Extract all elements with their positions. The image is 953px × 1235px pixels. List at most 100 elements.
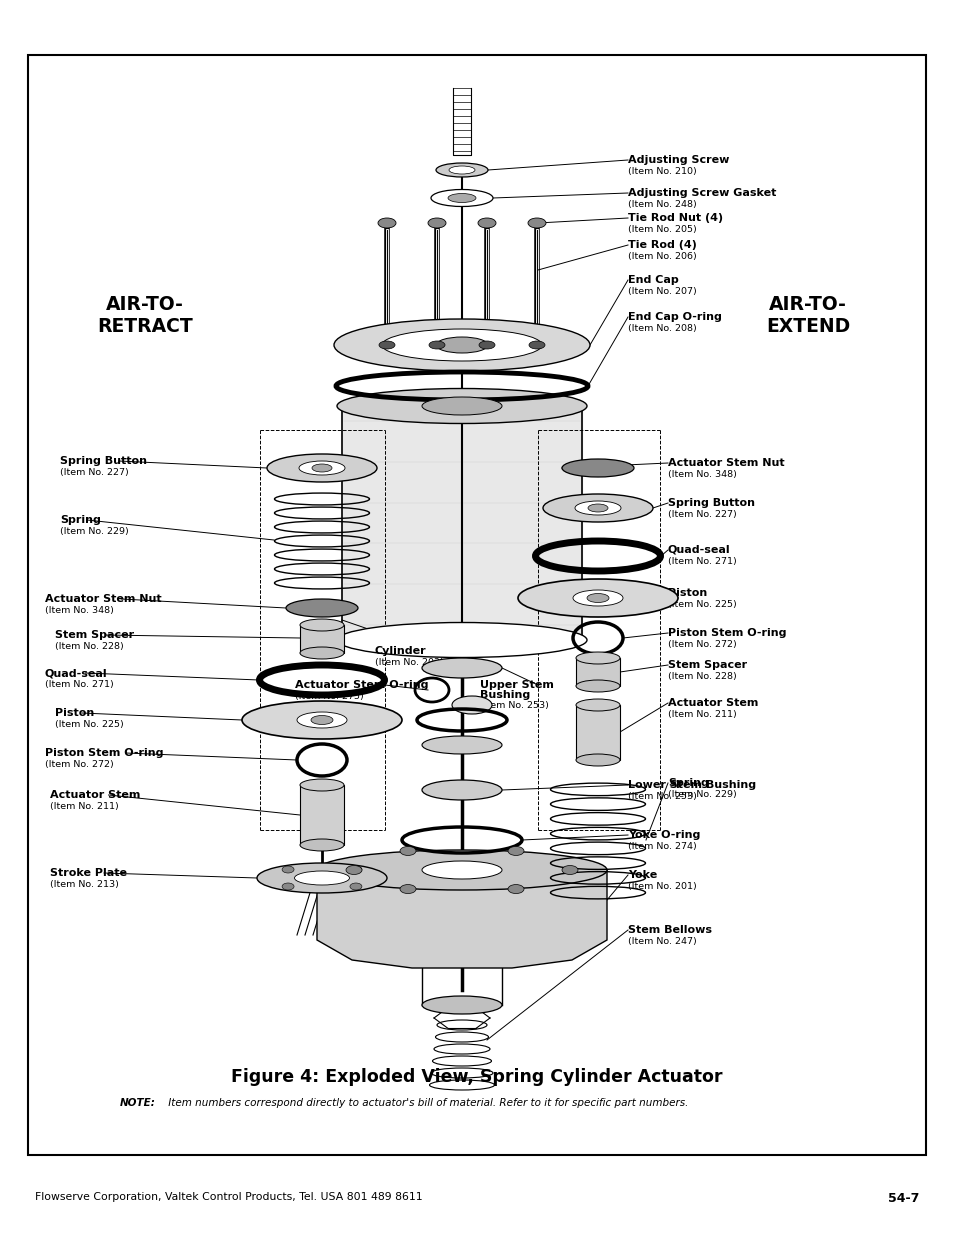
- Ellipse shape: [477, 219, 496, 228]
- Text: (Item No. 227): (Item No. 227): [667, 510, 736, 519]
- Text: Cylinder: Cylinder: [375, 646, 426, 656]
- Text: (Item No. 247): (Item No. 247): [627, 937, 696, 946]
- Ellipse shape: [576, 680, 619, 692]
- Ellipse shape: [299, 619, 344, 631]
- Ellipse shape: [436, 163, 488, 177]
- Text: (Item No. 272): (Item No. 272): [667, 640, 736, 650]
- Text: (Item No. 225): (Item No. 225): [667, 600, 736, 609]
- Ellipse shape: [282, 866, 294, 873]
- Ellipse shape: [399, 884, 416, 894]
- Text: Piston Stem O-ring: Piston Stem O-ring: [667, 629, 785, 638]
- Text: Actuator Stem Nut: Actuator Stem Nut: [45, 594, 161, 604]
- Text: Yoke: Yoke: [627, 869, 657, 881]
- Ellipse shape: [267, 454, 376, 482]
- Text: Piston: Piston: [55, 708, 94, 718]
- Ellipse shape: [299, 647, 344, 659]
- Text: (Item No. 272): (Item No. 272): [45, 760, 113, 769]
- Text: (Item No. 211): (Item No. 211): [667, 710, 736, 719]
- Ellipse shape: [421, 658, 501, 678]
- Text: (Item No. 229): (Item No. 229): [667, 790, 736, 799]
- Ellipse shape: [294, 871, 349, 885]
- Ellipse shape: [449, 165, 475, 174]
- Ellipse shape: [378, 341, 395, 350]
- Ellipse shape: [428, 219, 446, 228]
- Bar: [576, 705, 619, 760]
- Ellipse shape: [286, 599, 357, 618]
- Ellipse shape: [421, 396, 501, 415]
- Ellipse shape: [573, 590, 622, 606]
- Ellipse shape: [296, 713, 347, 727]
- Ellipse shape: [377, 219, 395, 228]
- Ellipse shape: [336, 389, 586, 424]
- Text: (Item No. 211): (Item No. 211): [50, 802, 118, 811]
- Text: Figure 4: Exploded View, Spring Cylinder Actuator: Figure 4: Exploded View, Spring Cylinder…: [231, 1068, 722, 1086]
- Ellipse shape: [586, 594, 608, 603]
- Text: Actuator Stem: Actuator Stem: [667, 698, 758, 708]
- Text: (Item No. 271): (Item No. 271): [667, 557, 736, 566]
- Ellipse shape: [587, 504, 607, 513]
- Ellipse shape: [575, 501, 620, 515]
- Text: Flowserve Corporation, Valtek Control Products, Tel. USA 801 489 8611: Flowserve Corporation, Valtek Control Pr…: [35, 1192, 422, 1202]
- Ellipse shape: [256, 863, 387, 893]
- Text: End Cap O-ring: End Cap O-ring: [627, 312, 721, 322]
- Text: Piston: Piston: [667, 588, 706, 598]
- Ellipse shape: [421, 995, 501, 1014]
- Text: (Item No. 202): (Item No. 202): [375, 658, 443, 667]
- Ellipse shape: [561, 866, 578, 874]
- Bar: [299, 625, 344, 653]
- Text: Spring: Spring: [60, 515, 101, 525]
- Text: Actuator Stem O-ring: Actuator Stem O-ring: [294, 680, 428, 690]
- Bar: [299, 785, 344, 845]
- Ellipse shape: [381, 329, 541, 361]
- Text: 54-7: 54-7: [886, 1192, 918, 1205]
- Text: Bushing: Bushing: [479, 690, 530, 700]
- Text: Lower Stem Bushing: Lower Stem Bushing: [627, 781, 756, 790]
- Ellipse shape: [298, 461, 345, 475]
- Text: (Item No. 207): (Item No. 207): [627, 287, 696, 296]
- Text: (Item No. 348): (Item No. 348): [667, 471, 736, 479]
- Text: Spring Button: Spring Button: [60, 456, 147, 466]
- Text: (Item No. 213): (Item No. 213): [50, 881, 119, 889]
- Ellipse shape: [517, 579, 678, 618]
- Ellipse shape: [561, 459, 634, 477]
- Ellipse shape: [311, 715, 333, 725]
- Ellipse shape: [576, 699, 619, 711]
- Ellipse shape: [576, 652, 619, 664]
- Ellipse shape: [316, 850, 606, 890]
- Ellipse shape: [478, 341, 495, 350]
- Ellipse shape: [431, 189, 493, 206]
- Ellipse shape: [350, 866, 361, 873]
- Text: (Item No. 205): (Item No. 205): [627, 225, 696, 233]
- Text: Yoke O-ring: Yoke O-ring: [627, 830, 700, 840]
- Ellipse shape: [299, 839, 344, 851]
- Ellipse shape: [507, 884, 523, 894]
- Text: (Item No. 348): (Item No. 348): [45, 606, 113, 615]
- Ellipse shape: [336, 622, 586, 657]
- Ellipse shape: [448, 194, 476, 203]
- Text: Stem Spacer: Stem Spacer: [667, 659, 746, 671]
- Text: EXTEND: EXTEND: [765, 317, 849, 336]
- Text: Tie Rod Nut (4): Tie Rod Nut (4): [627, 212, 722, 224]
- Ellipse shape: [346, 866, 361, 874]
- Text: Stem Bellows: Stem Bellows: [627, 925, 711, 935]
- Ellipse shape: [242, 701, 401, 739]
- Text: (Item No. 248): (Item No. 248): [627, 200, 696, 209]
- Text: End Cap: End Cap: [627, 275, 678, 285]
- Text: NOTE:: NOTE:: [120, 1098, 155, 1108]
- Text: Tie Rod (4): Tie Rod (4): [627, 240, 696, 249]
- Text: AIR-TO-: AIR-TO-: [106, 295, 184, 314]
- Text: Actuator Stem: Actuator Stem: [50, 790, 140, 800]
- Ellipse shape: [507, 846, 523, 856]
- Text: (Item No. 206): (Item No. 206): [627, 252, 696, 261]
- Text: Spring Button: Spring Button: [667, 498, 754, 508]
- Text: Actuator Stem Nut: Actuator Stem Nut: [667, 458, 783, 468]
- Text: RETRACT: RETRACT: [97, 317, 193, 336]
- Text: Adjusting Screw: Adjusting Screw: [627, 156, 729, 165]
- Polygon shape: [316, 853, 606, 968]
- Text: (Item No. 210): (Item No. 210): [627, 167, 696, 177]
- Text: (Item No. 229): (Item No. 229): [60, 527, 129, 536]
- Ellipse shape: [421, 736, 501, 755]
- Text: Quad-seal: Quad-seal: [667, 545, 730, 555]
- Ellipse shape: [399, 846, 416, 856]
- Ellipse shape: [429, 341, 444, 350]
